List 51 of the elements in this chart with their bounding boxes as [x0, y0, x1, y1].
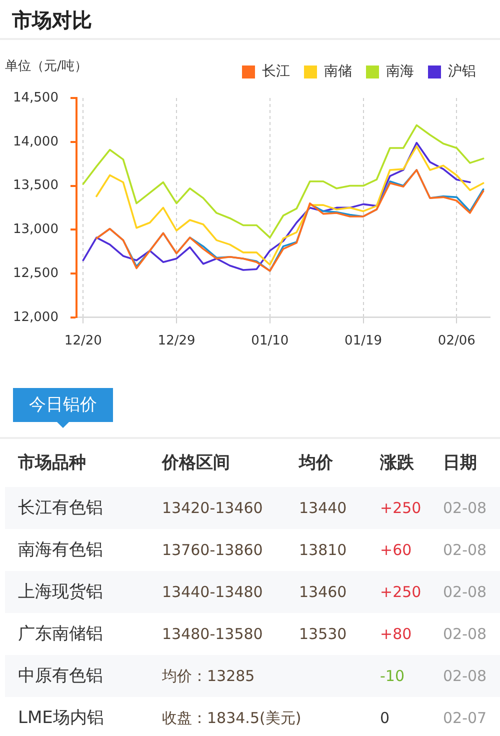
text: +80 [380, 624, 412, 645]
y-tick-label: 12,500 [12, 266, 58, 281]
text: 02-08 [443, 540, 487, 561]
text: 均价 [299, 452, 333, 475]
text: 13810 [299, 540, 347, 561]
y-tick-label: 13,000 [12, 222, 58, 238]
text: 02-08 [443, 624, 487, 645]
y-tick-label: 12,000 [12, 310, 58, 325]
text: 价格区间 [162, 452, 230, 475]
text: 13440 [299, 498, 347, 519]
y-tick-label: 14,500 [12, 90, 58, 106]
text: 上海现货铝 [18, 581, 103, 604]
text: 均价：13285 [162, 666, 255, 687]
x-tick-label: 01/19 [344, 334, 382, 349]
text: 13440-13480 [162, 582, 263, 603]
text: 涨跌 [380, 452, 414, 475]
text: 13420-13460 [162, 498, 263, 519]
x-tick-label: 12/20 [64, 334, 102, 349]
chart-title: 市场对比 [12, 7, 92, 34]
x-tick-label: 12/29 [158, 334, 196, 349]
text: 02-08 [443, 666, 487, 687]
text: 广东南储铝 [18, 623, 103, 646]
text: +60 [380, 540, 412, 561]
text: 02-07 [443, 708, 487, 729]
text: 02-08 [443, 498, 487, 519]
text: 13530 [299, 624, 347, 645]
text: -10 [380, 666, 404, 687]
text: +250 [380, 498, 422, 519]
y-tick-label: 13,500 [12, 178, 58, 194]
text: 0 [380, 708, 390, 729]
text: 收盘：1834.5(美元) [162, 708, 302, 729]
y-tick-label: 14,000 [12, 134, 58, 150]
text: 中原有色铝 [18, 665, 103, 688]
text: 日期 [443, 452, 477, 475]
legend-label: 南储 [324, 64, 352, 80]
x-tick-label: 02/06 [438, 334, 476, 349]
legend-label: 沪铝 [448, 64, 476, 80]
text: 02-08 [443, 582, 487, 603]
x-tick-label: 01/10 [251, 334, 289, 349]
text: 长江有色铝 [18, 497, 103, 520]
y-axis-title: 单位（元/吨） [5, 58, 88, 76]
legend-label: 南海 [386, 64, 414, 80]
text: 南海有色铝 [18, 539, 103, 562]
text: 13460 [299, 582, 347, 603]
text: +250 [380, 582, 422, 603]
text: 13480-13580 [162, 624, 263, 645]
text: 今日铝价 [13, 388, 113, 422]
legend-label: 长江 [262, 64, 290, 80]
text: LME场内铝 [18, 707, 104, 730]
text: 市场品种 [18, 452, 86, 475]
text: 13760-13860 [162, 540, 263, 561]
